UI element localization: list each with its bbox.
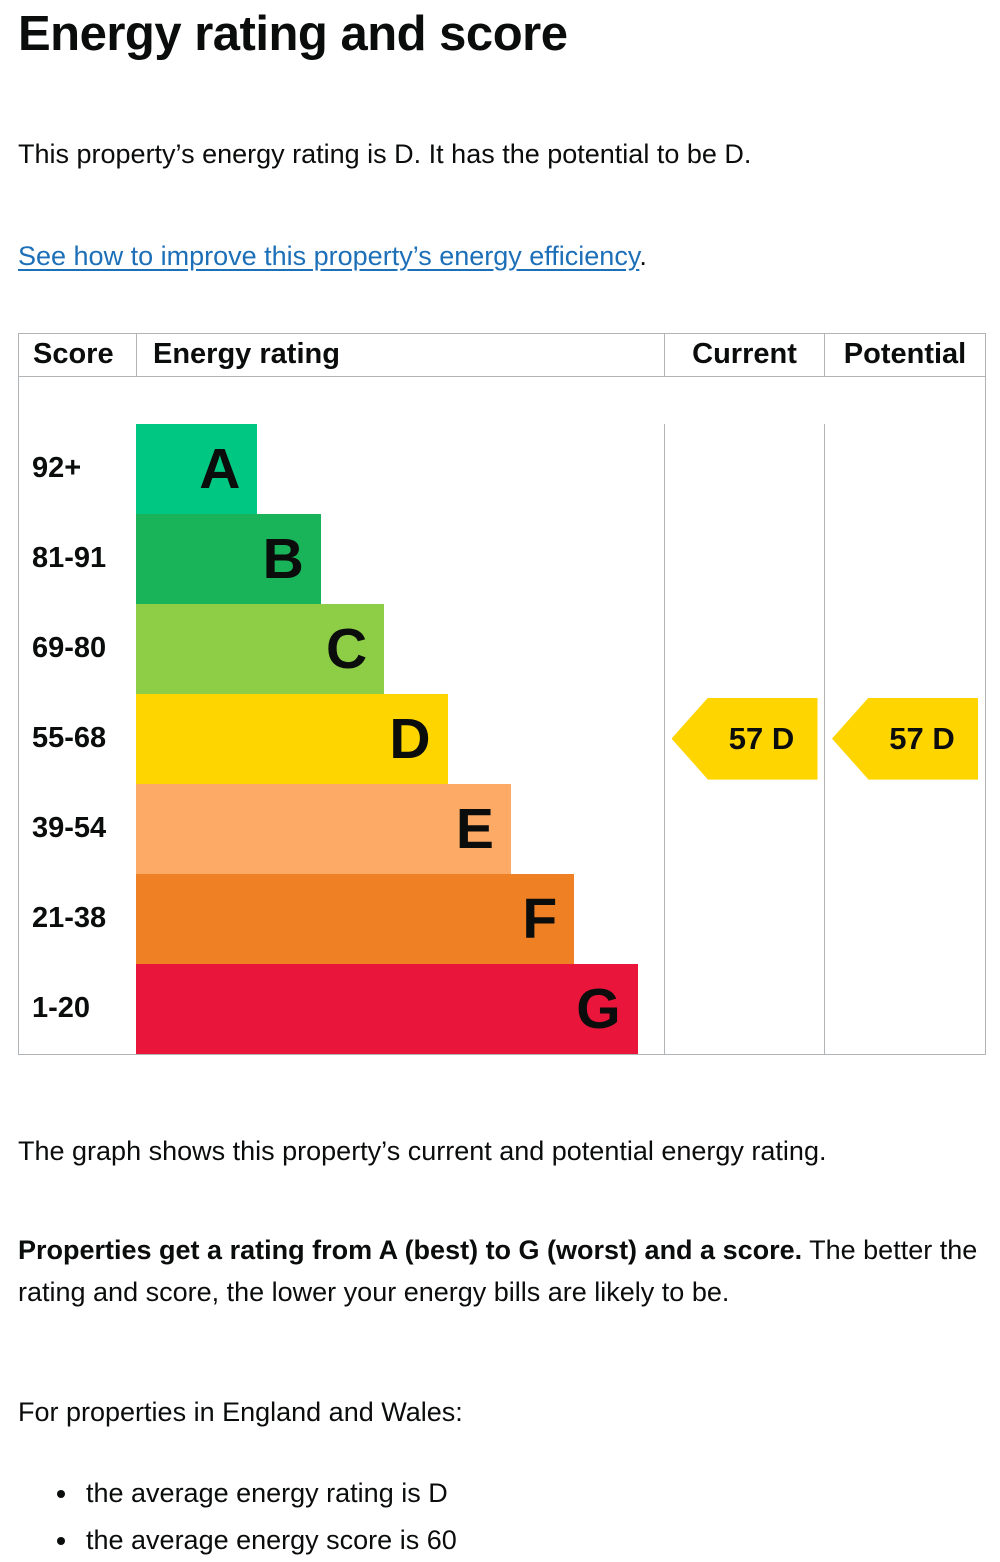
current-cell-b xyxy=(664,513,824,604)
score-range-d: 55-68 xyxy=(32,722,107,755)
epc-rating-chart: Score Energy rating Current Potential 92… xyxy=(18,332,986,1055)
score-range-a: 92+ xyxy=(32,452,82,485)
score-range-b: 81-91 xyxy=(32,542,107,575)
regions-intro: For properties in England and Wales: xyxy=(18,1397,463,1428)
band-bar-d: D xyxy=(136,693,448,784)
current-cell-a xyxy=(664,423,824,514)
band-row-b: B xyxy=(136,513,664,604)
potential-cell-g xyxy=(824,963,985,1054)
current-rating-marker: 57 D xyxy=(671,697,818,780)
band-row-e: E xyxy=(136,783,664,874)
page: Energy rating and score This property’s … xyxy=(0,7,1000,1562)
band-bar-e: E xyxy=(136,783,511,874)
potential-cell-f xyxy=(824,873,985,964)
averages-list: the average energy rating is D the avera… xyxy=(18,1472,985,1562)
page-title: Energy rating and score xyxy=(18,7,568,61)
column-header-potential: Potential xyxy=(824,333,985,377)
score-range-e: 39-54 xyxy=(32,812,107,845)
current-cell-e xyxy=(664,783,824,874)
current-cell-c xyxy=(664,603,824,694)
band-row-d: D xyxy=(136,693,664,784)
score-range-g: 1-20 xyxy=(32,992,91,1025)
current-cell-d: 57 D xyxy=(664,693,824,784)
potential-cell-c xyxy=(824,603,985,694)
potential-cell-e xyxy=(824,783,985,874)
band-row-c: C xyxy=(136,603,664,694)
band-bar-g: G xyxy=(136,963,638,1054)
band-bar-c: C xyxy=(136,603,385,694)
potential-rating-marker: 57 D xyxy=(832,697,978,780)
band-row-a: A xyxy=(136,423,664,514)
score-range-f: 21-38 xyxy=(32,902,107,935)
column-header-energy-rating: Energy rating xyxy=(136,333,664,377)
column-header-current: Current xyxy=(664,333,824,377)
score-range-c: 69-80 xyxy=(32,632,107,665)
potential-cell-d: 57 D xyxy=(824,693,985,784)
rating-explanation-rest: The better the rating and score, the low… xyxy=(18,1235,978,1308)
link-suffix: . xyxy=(639,240,647,271)
band-bar-a: A xyxy=(136,423,258,514)
band-bar-f: F xyxy=(136,873,575,964)
band-bar-b: B xyxy=(136,513,321,604)
graph-caption: The graph shows this property’s current … xyxy=(18,1135,827,1166)
rating-explanation-bold: Properties get a rating from A (best) to… xyxy=(18,1235,803,1266)
improve-link-row: See how to improve this property’s energ… xyxy=(18,236,985,278)
improve-efficiency-link[interactable]: See how to improve this property’s energ… xyxy=(18,240,640,271)
intro-text: This property’s energy rating is D. It h… xyxy=(18,138,752,169)
current-cell-g xyxy=(664,963,824,1054)
list-item: the average energy score is 60 xyxy=(80,1519,985,1562)
column-header-score: Score xyxy=(19,333,136,377)
list-item: the average energy rating is D xyxy=(80,1472,985,1516)
band-row-g: G xyxy=(136,963,664,1054)
band-row-f: F xyxy=(136,873,664,964)
current-cell-f xyxy=(664,873,824,964)
potential-cell-b xyxy=(824,513,985,604)
rating-explanation: Properties get a rating from A (best) to… xyxy=(18,1230,983,1314)
potential-cell-a xyxy=(824,423,985,514)
